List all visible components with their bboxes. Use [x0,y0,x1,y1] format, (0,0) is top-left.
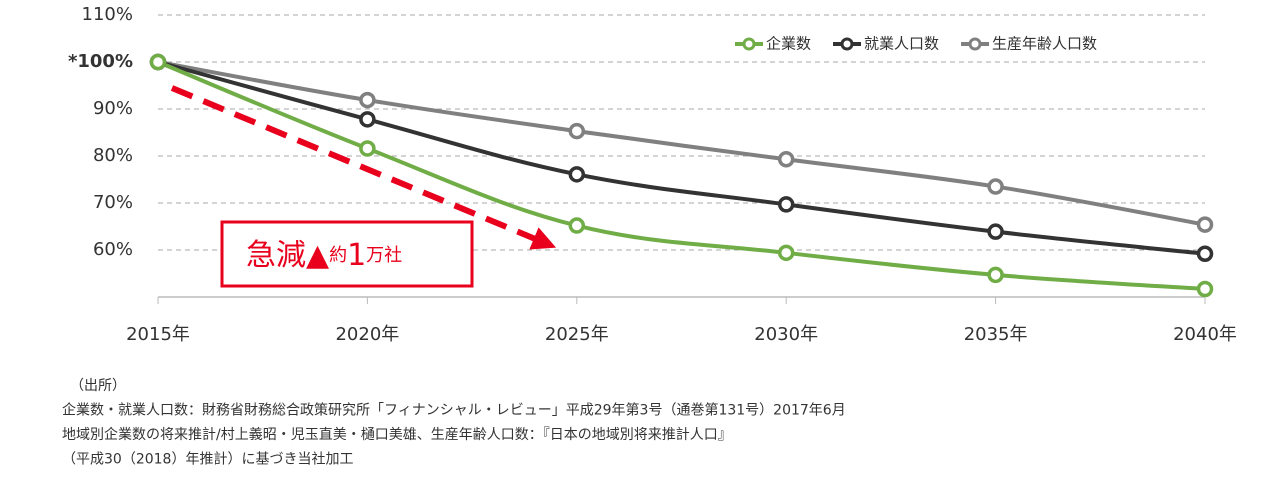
point [1196,245,1214,263]
y-tick-label: 90% [93,98,133,119]
point [777,151,795,168]
legend-label: 生産年齢人口数 [992,35,1097,53]
legend-marker [840,37,854,51]
series-line [157,60,1206,292]
note-line: 地域別企業数の将来推計/村上義昭・児玉直美・樋口美雄、生産年齢人口数：『日本の地… [62,426,732,443]
series-line [157,60,1206,256]
y-tick-label: *100% [68,51,133,72]
point [777,196,795,213]
point [568,166,586,183]
note-line: （平成30（2018）年推計）に基づき当社加工 [62,451,353,468]
annotation-part: 万社 [366,245,402,266]
point [1196,280,1214,298]
annotation-part: 約 [329,245,347,266]
point [1196,216,1214,233]
series-line [157,60,1206,227]
point [568,122,586,140]
x-tick-label: 2040年 [1173,324,1237,345]
y-tick-label: 70% [93,192,133,213]
legend-label: 就業人口数 [864,35,939,53]
point [568,217,586,234]
legend-marker [968,37,982,51]
note-line: （出所） [70,378,126,394]
point [987,223,1004,240]
y-tick-label: 110% [82,4,133,25]
y-tick-label: 60% [93,239,133,260]
x-tick-label: 2025年 [545,324,609,345]
point [359,111,376,128]
y-tick-label: 80% [93,145,133,166]
point [987,178,1004,195]
note-line: 企業数・就業人口数：財務省財務総合政策研究所「フィナンシャル・レビュー」平成29… [62,402,846,419]
annotation: 急減▲約1万社 [246,238,402,273]
point [359,91,376,109]
point [359,140,376,157]
point [987,266,1004,284]
annotation-part: 急減▲ [246,238,329,273]
annotation-part: 1 [347,238,366,273]
trend-arrow [170,85,557,250]
x-tick-label: 2035年 [964,324,1028,345]
x-tick-label: 2030年 [754,324,818,345]
legend-label: 企業数 [766,35,811,53]
annotation-box [220,220,474,288]
x-tick-label: 2020年 [335,324,399,345]
legend-marker [742,37,756,51]
x-tick-label: 2015年 [126,324,190,345]
point [149,53,167,71]
point [777,244,795,262]
notes: （出所） 企業数・就業人口数：財務省財務総合政策研究所「フィナンシャル・レビュー」… [62,378,846,468]
